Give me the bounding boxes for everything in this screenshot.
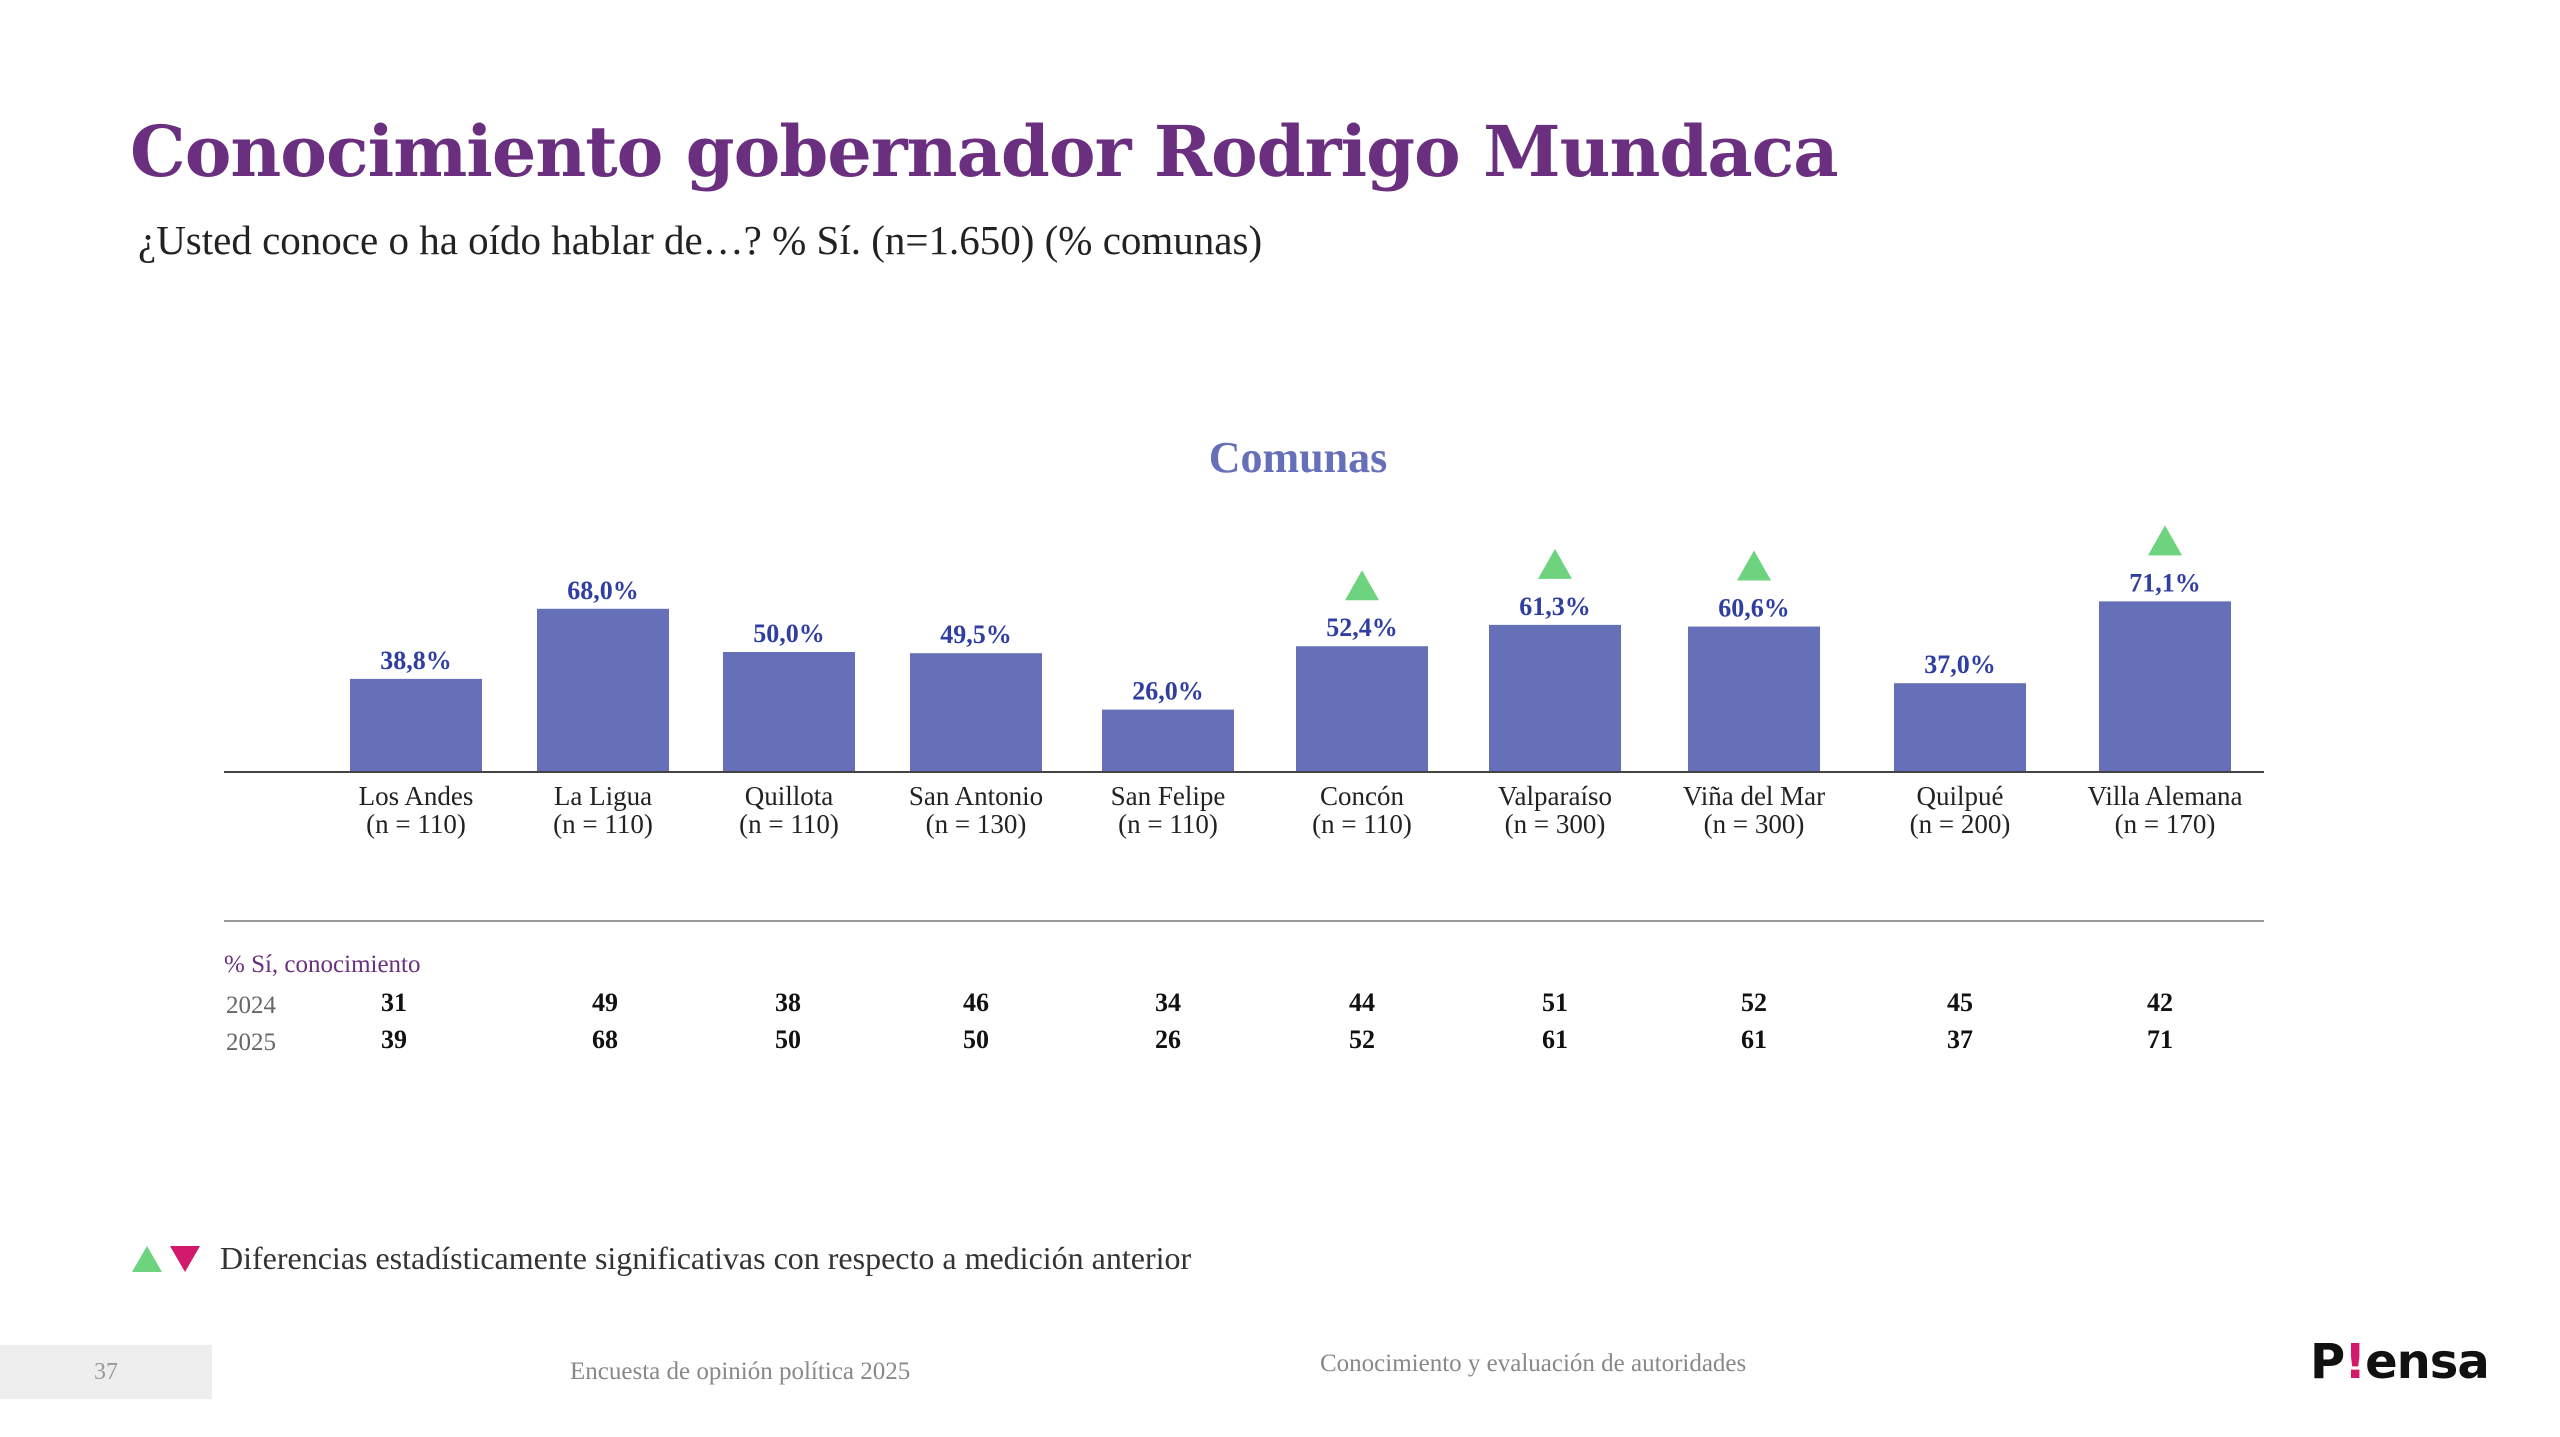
bar (723, 652, 855, 772)
table-cell: 52 (1349, 1025, 1375, 1054)
x-tick-label: Quillota (745, 781, 834, 811)
table-cell: 68 (592, 1025, 618, 1054)
bar-value-label: 38,8% (380, 646, 452, 675)
bar (1894, 683, 2026, 772)
x-tick-sample-size: (n = 300) (1505, 809, 1606, 839)
table-cell: 34 (1155, 988, 1181, 1017)
table-cell: 31 (381, 988, 407, 1017)
piensa-logo: P!ensa (2310, 1334, 2490, 1390)
bar (1688, 626, 1820, 772)
table-cell: 52 (1741, 988, 1767, 1017)
table-cell: 50 (963, 1025, 989, 1054)
bar (2099, 601, 2231, 772)
bar-value-label: 68,0% (567, 576, 639, 605)
bar (350, 678, 482, 772)
table-cell: 45 (1947, 988, 1973, 1017)
triangle-down-icon (170, 1245, 200, 1272)
bar-value-label: 50,0% (753, 619, 825, 648)
bar-chart: Comunas 38,8% 68,0% 50,0% 49,5% 26,0% 52,4% 61… (224, 433, 2264, 1056)
x-tick-sample-size: (n = 200) (1910, 809, 2011, 839)
x-tick-label: San Antonio (909, 781, 1043, 811)
table-cell: 46 (963, 988, 989, 1017)
bar (1102, 709, 1234, 772)
table-cell: 37 (1947, 1025, 1973, 1054)
table-cell: 50 (775, 1025, 801, 1054)
x-axis-labels: Los Andes(n = 110)La Ligua(n = 110)Quill… (359, 781, 2243, 839)
footer-section-name: Conocimiento y evaluación de autoridades (1320, 1350, 1747, 1377)
x-tick-label: San Felipe (1111, 781, 1226, 811)
table-cell: 51 (1542, 988, 1568, 1017)
table-cell: 61 (1542, 1025, 1568, 1054)
bar-value-label: 52,4% (1326, 613, 1398, 642)
footer-survey-name: Encuesta de opinión política 2025 (570, 1358, 911, 1385)
bar (910, 653, 1042, 772)
table-header: % Sí, conocimiento (224, 951, 421, 978)
page-title: Conocimiento gobernador Rodrigo Mundaca (130, 110, 1839, 193)
x-tick-sample-size: (n = 110) (739, 809, 839, 839)
x-tick-label: Valparaíso (1498, 781, 1612, 811)
x-tick-sample-size: (n = 300) (1704, 809, 1805, 839)
triangle-up-icon (132, 1245, 162, 1272)
bar-value-label: 37,0% (1924, 650, 1996, 679)
x-tick-sample-size: (n = 110) (366, 809, 466, 839)
legend-text: Diferencias estadísticamente significati… (220, 1240, 1192, 1276)
x-tick-label: La Ligua (554, 781, 652, 811)
bar-value-label: 71,1% (2129, 568, 2201, 597)
bar-value-label: 61,3% (1519, 592, 1591, 621)
x-tick-sample-size: (n = 110) (1118, 809, 1218, 839)
logo-prefix: P (2310, 1334, 2345, 1390)
x-tick-label: Los Andes (359, 781, 474, 811)
bar-value-label: 60,6% (1718, 594, 1790, 623)
bar (1489, 624, 1621, 772)
x-tick-sample-size: (n = 170) (2115, 809, 2216, 839)
significant-up-icon (1538, 548, 1572, 579)
x-tick-label: Viña del Mar (1683, 781, 1825, 811)
significant-up-icon (1737, 550, 1771, 581)
page-subtitle: ¿Usted conoce o ha oído hablar de…? % Sí… (138, 217, 1263, 263)
table-cell: 49 (592, 988, 618, 1017)
table-year-label: 2024 (226, 992, 277, 1019)
x-tick-label: Villa Alemana (2087, 781, 2242, 811)
x-tick-sample-size: (n = 110) (1312, 809, 1412, 839)
x-tick-label: Quilpué (1917, 781, 2004, 811)
x-tick-label: Concón (1320, 781, 1404, 811)
x-tick-sample-size: (n = 130) (926, 809, 1027, 839)
table-cell: 26 (1155, 1025, 1181, 1054)
chart-title: Comunas (1209, 433, 1388, 482)
comparison-table: 2024 31 49 38 46 34 44 51 52 45 42 2025 39 68 50 50 26 52… (226, 988, 2173, 1056)
bar (537, 608, 669, 772)
table-cell: 61 (1741, 1025, 1767, 1054)
logo-suffix: ensa (2365, 1334, 2490, 1390)
page-number: 37 (0, 1345, 212, 1399)
table-cell: 38 (775, 988, 801, 1017)
significant-up-icon (1345, 570, 1379, 601)
bar-value-label: 49,5% (940, 620, 1012, 649)
table-cell: 39 (381, 1025, 407, 1054)
x-tick-sample-size: (n = 110) (553, 809, 653, 839)
logo-mark: ! (2344, 1334, 2366, 1390)
table-cell: 71 (2147, 1025, 2173, 1054)
table-cell: 44 (1349, 988, 1375, 1017)
table-cell: 42 (2147, 988, 2173, 1017)
bars-group: 38,8% 68,0% 50,0% 49,5% 26,0% 52,4% 61,3% 60,6%… (350, 525, 2231, 772)
significant-up-icon (2148, 525, 2182, 556)
legend: Diferencias estadísticamente significati… (132, 1240, 1191, 1277)
bar-value-label: 26,0% (1132, 677, 1204, 706)
table-year-label: 2025 (226, 1029, 276, 1056)
bar (1296, 646, 1428, 772)
